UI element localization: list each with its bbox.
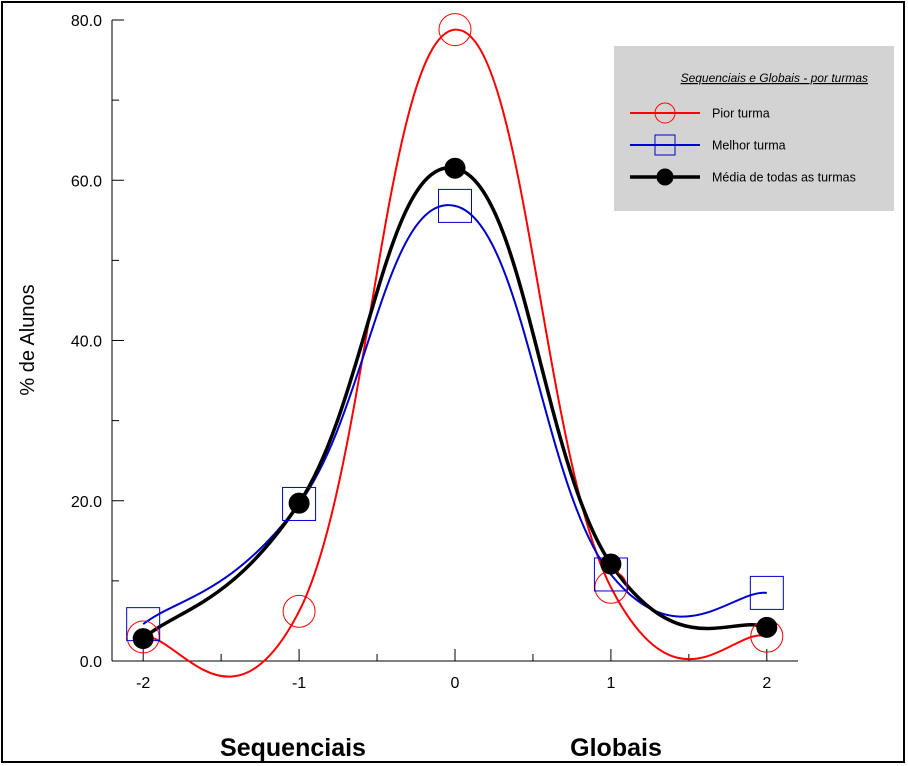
series-line bbox=[142, 204, 767, 625]
filled-circle-marker bbox=[756, 616, 778, 638]
square-marker bbox=[749, 575, 784, 610]
series-line bbox=[143, 28, 768, 678]
square-marker bbox=[282, 486, 317, 521]
y-axis-title: % de Alunos bbox=[17, 284, 39, 395]
legend-label: Pior turma bbox=[712, 107, 770, 121]
legend-label: Média de todas as turmas bbox=[712, 171, 856, 185]
filled-circle-marker bbox=[288, 492, 310, 514]
circle-marker bbox=[654, 102, 676, 124]
filled-circle-marker bbox=[444, 157, 466, 179]
legend: Sequenciais e Globais - por turmas Pior … bbox=[614, 46, 894, 211]
y-tick-label: 40.0 bbox=[71, 334, 102, 351]
filled-circle-marker bbox=[132, 628, 154, 650]
filled-circle-marker bbox=[656, 168, 674, 186]
legend-items: Pior turma Melhor turma Média de todas as … bbox=[630, 102, 856, 186]
x-tick-label: 0 bbox=[451, 675, 460, 692]
y-tick-label: 60.0 bbox=[71, 173, 102, 190]
x-tick-label: 1 bbox=[606, 675, 615, 692]
y-tick-label: 80.0 bbox=[71, 13, 102, 30]
globais-label: Globais bbox=[570, 734, 662, 762]
axes: 0.0 20.0 40.0 60.0 80.0 -2 -1 0 1 2 bbox=[71, 13, 798, 692]
square-marker bbox=[654, 134, 676, 156]
circle-marker bbox=[438, 13, 472, 47]
legend-title: Sequenciais e Globais - por turmas bbox=[681, 71, 868, 85]
x-tick-label: 2 bbox=[762, 675, 771, 692]
y-tick-label: 0.0 bbox=[80, 654, 102, 671]
filled-circle-marker bbox=[600, 553, 622, 575]
legend-label: Melhor turma bbox=[712, 139, 786, 153]
square-marker bbox=[438, 188, 472, 223]
series-line bbox=[142, 166, 768, 640]
series-markers bbox=[126, 13, 784, 654]
x-tick-label: -1 bbox=[292, 675, 306, 692]
circle-marker bbox=[282, 594, 316, 628]
x-tick-label: -2 bbox=[136, 675, 150, 692]
sequenciais-label: Sequenciais bbox=[220, 734, 366, 762]
y-tick-label: 20.0 bbox=[71, 494, 102, 511]
